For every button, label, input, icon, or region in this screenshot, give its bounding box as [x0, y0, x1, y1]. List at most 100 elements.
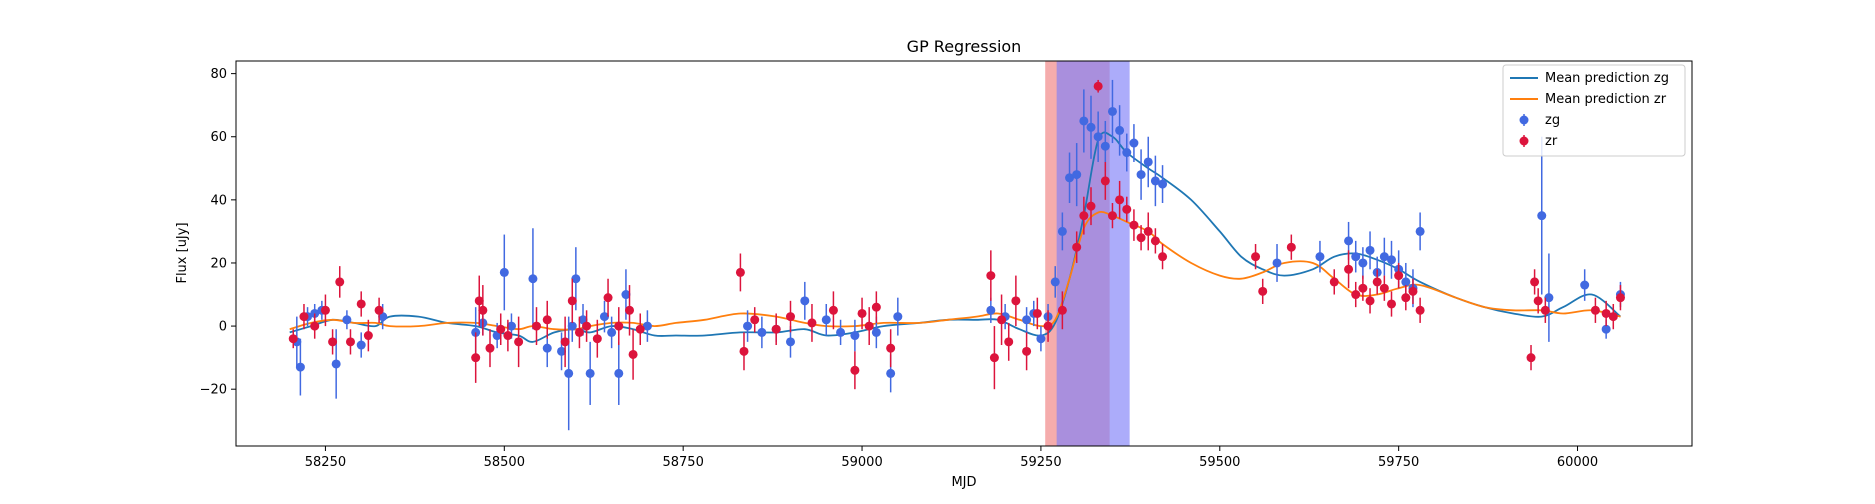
zg-point	[893, 312, 903, 322]
zr-point	[1365, 296, 1375, 306]
x-tick-label: 60000	[1557, 455, 1598, 470]
zg-point	[743, 321, 753, 331]
zg-point	[1379, 252, 1389, 262]
zr-point	[1086, 201, 1096, 211]
zg-point	[642, 321, 652, 331]
zr-point	[474, 296, 484, 306]
zr-point	[1601, 308, 1611, 318]
zr-point	[1143, 226, 1153, 236]
zg-point	[1150, 176, 1160, 186]
zg-point	[1022, 315, 1032, 325]
zr-point	[1136, 233, 1146, 243]
zr-point	[1079, 211, 1089, 221]
legend-box	[1502, 64, 1686, 157]
y-tick-label: 80	[210, 67, 227, 82]
zr-point	[485, 343, 495, 353]
zr-point	[496, 324, 506, 334]
zr-point	[299, 312, 309, 322]
zr-point	[871, 302, 881, 312]
zr-point	[345, 337, 355, 347]
zg-point	[1115, 125, 1125, 135]
x-tick-label: 58250	[305, 455, 346, 470]
zr-point	[989, 353, 999, 363]
chart-title: GP Regression	[907, 37, 1022, 56]
zr-point	[739, 346, 749, 356]
zg-point	[800, 296, 810, 306]
y-tick-label: 0	[219, 320, 227, 335]
zg-point	[1315, 252, 1325, 262]
zg-point	[1036, 334, 1046, 344]
zg-point	[1072, 170, 1082, 180]
zg-point	[1272, 258, 1282, 268]
zr-point	[320, 305, 330, 315]
zg-point	[850, 331, 860, 341]
zr-point	[1286, 242, 1296, 252]
zg-point	[1129, 138, 1139, 148]
zr-point	[1032, 308, 1042, 318]
zr-point	[574, 327, 584, 337]
zg-point	[499, 267, 509, 277]
zg-point	[1544, 293, 1554, 303]
zr-point	[1329, 277, 1339, 287]
zr-point	[864, 321, 874, 331]
zr-point	[857, 308, 867, 318]
y-tick-label: 20	[210, 256, 227, 271]
zr-point	[1372, 277, 1382, 287]
zr-point	[288, 334, 298, 344]
zg-point	[1079, 116, 1089, 126]
zr-point	[735, 267, 745, 277]
zr-point	[1022, 346, 1032, 356]
series-zg	[292, 79, 1625, 431]
zg-point	[1580, 280, 1590, 290]
zr-point	[1401, 293, 1411, 303]
zr-point	[986, 271, 996, 281]
data-points	[288, 79, 1625, 431]
zg-point	[1143, 157, 1153, 167]
x-tick-label: 59750	[1378, 455, 1419, 470]
zg-point	[571, 274, 581, 284]
zr-point	[1122, 204, 1132, 214]
plot-frame	[235, 60, 1693, 447]
zg-point	[342, 315, 352, 325]
zg-point	[356, 340, 366, 350]
zg-point	[1386, 255, 1396, 265]
zr-point	[1351, 290, 1361, 300]
zr-point	[471, 353, 481, 363]
zg-point	[1401, 277, 1411, 287]
zg-point	[1537, 211, 1547, 221]
zg-point	[1122, 148, 1132, 158]
legend-marker-zr	[1519, 136, 1529, 146]
zr-point	[603, 293, 613, 303]
zg-point	[1093, 132, 1103, 142]
zg-point	[886, 368, 896, 378]
zg-point	[542, 343, 552, 353]
zg-point	[614, 368, 624, 378]
zg-point	[564, 368, 574, 378]
zg-point	[1601, 324, 1611, 334]
zr-point	[1158, 252, 1168, 262]
zg-point	[785, 337, 795, 347]
zg-point	[567, 321, 577, 331]
zr-point	[1415, 305, 1425, 315]
zg-point	[1136, 170, 1146, 180]
series-zr	[288, 79, 1625, 390]
x-tick-label: 58500	[484, 455, 525, 470]
zr-point	[1057, 305, 1067, 315]
zr-point	[1386, 299, 1396, 309]
zr-point	[532, 321, 542, 331]
zr-point	[1150, 236, 1160, 246]
zg-point	[585, 368, 595, 378]
zr-point	[1107, 211, 1117, 221]
zr-point	[1100, 176, 1110, 186]
zr-point	[828, 305, 838, 315]
y-axis-label: Flux [uJy]	[175, 222, 190, 283]
legend-label-zr-line: Mean prediction zr	[1545, 92, 1667, 107]
legend-label-zg-line: Mean prediction zg	[1545, 71, 1669, 86]
zr-point	[1408, 286, 1418, 296]
legend-label-zg: zg	[1545, 113, 1560, 128]
zg-point	[821, 315, 831, 325]
x-tick-label: 59250	[1020, 455, 1061, 470]
zr-point	[310, 321, 320, 331]
